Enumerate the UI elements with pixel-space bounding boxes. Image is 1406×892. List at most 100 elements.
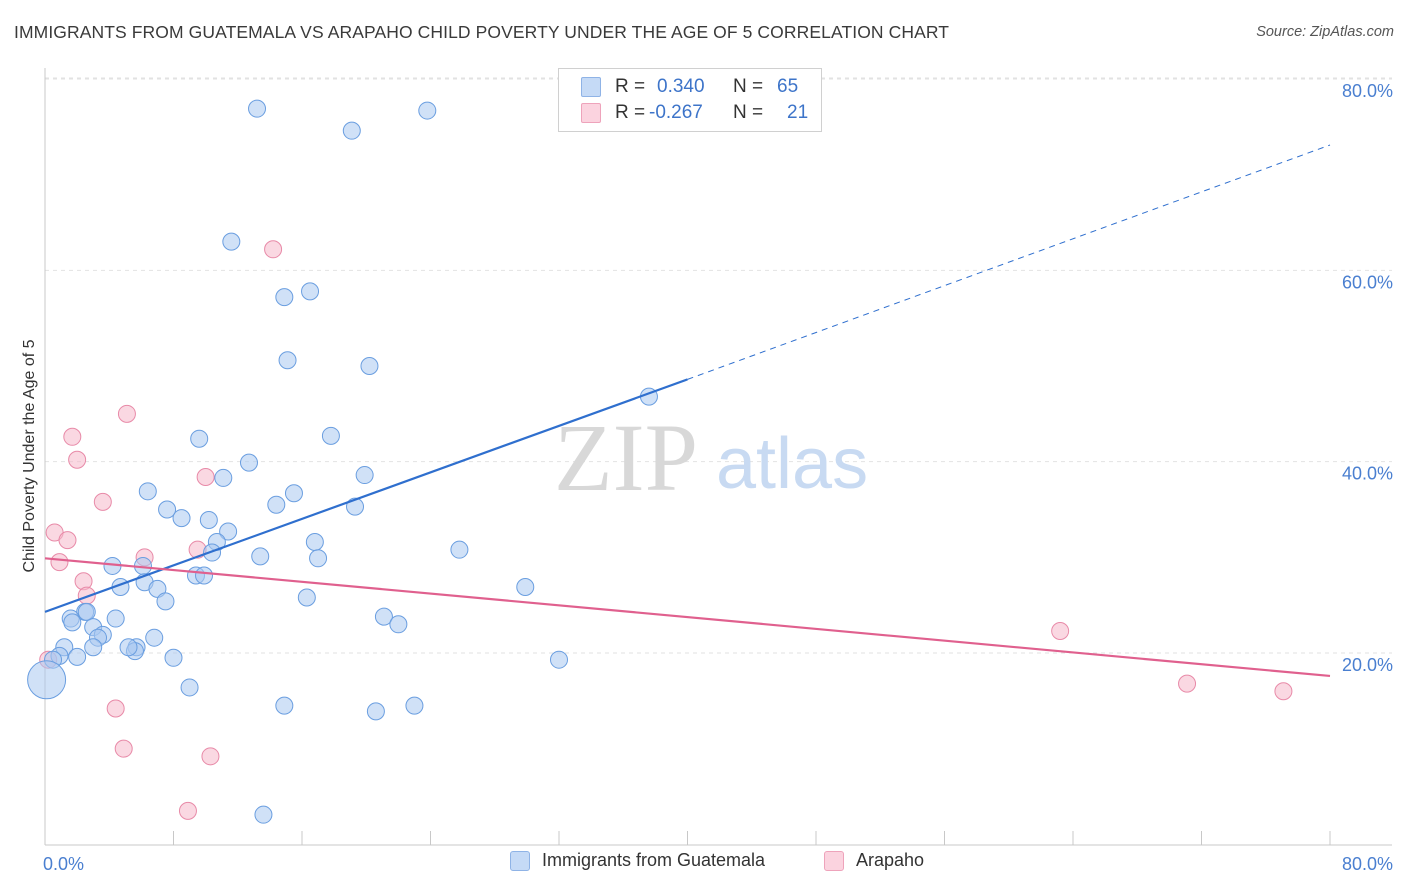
chart-title: IMMIGRANTS FROM GUATEMALA VS ARAPAHO CHI… xyxy=(14,22,950,42)
data-point xyxy=(516,577,535,596)
x-tick-label: 80.0% xyxy=(1342,854,1393,874)
n-label: N = xyxy=(733,76,764,97)
data-point xyxy=(355,466,374,485)
data-point xyxy=(27,660,67,700)
data-point xyxy=(145,628,164,647)
data-point xyxy=(305,533,324,552)
data-point xyxy=(138,482,157,501)
r-value: 0.340 xyxy=(657,76,705,97)
stats-row-arapaho: R = -0.267 N = 21 xyxy=(581,101,808,125)
data-point xyxy=(84,638,103,657)
data-point xyxy=(50,553,69,572)
trend-lines xyxy=(44,144,1331,678)
data-point xyxy=(58,531,77,550)
data-point xyxy=(342,121,361,140)
data-point xyxy=(275,696,294,715)
data-point xyxy=(114,739,133,758)
data-point xyxy=(201,747,220,766)
data-point xyxy=(405,696,424,715)
y-axis-label: Child Poverty Under the Age of 5 xyxy=(21,339,38,572)
trend-line-arapaho xyxy=(44,557,1331,678)
data-point xyxy=(251,547,270,566)
data-point xyxy=(164,648,183,667)
r-label: R = xyxy=(615,102,646,123)
data-point xyxy=(284,484,303,503)
data-point xyxy=(68,647,87,666)
data-point xyxy=(195,566,214,585)
series-legend: Immigrants from Guatemala Arapaho xyxy=(0,850,1406,880)
watermark: ZIP atlas xyxy=(554,404,868,511)
y-tick-label: 20.0% xyxy=(1342,655,1393,675)
n-label: N = xyxy=(733,102,764,123)
stats-row-guatemala: R = 0.340 N = 65 xyxy=(581,75,798,99)
x-tick-label: 0.0% xyxy=(43,854,84,874)
n-value: 65 xyxy=(777,76,799,97)
data-point xyxy=(360,357,379,375)
y-tick-label: 80.0% xyxy=(1342,81,1393,101)
data-point xyxy=(172,509,191,528)
data-point xyxy=(550,650,568,669)
r-value: -0.267 xyxy=(649,102,703,123)
legend-swatch-guatemala xyxy=(510,850,530,871)
gridlines xyxy=(45,77,1392,654)
data-point xyxy=(190,429,209,448)
swatch-arapaho xyxy=(581,103,601,123)
source-credit: Source: ZipAtlas.com xyxy=(1256,24,1394,40)
data-point xyxy=(93,492,112,511)
data-point xyxy=(178,801,197,820)
data-point xyxy=(301,282,320,301)
data-point xyxy=(267,495,286,514)
data-point xyxy=(222,232,241,251)
data-point xyxy=(117,404,136,423)
data-point xyxy=(374,607,393,626)
data-point xyxy=(77,602,96,621)
data-point xyxy=(199,511,218,530)
data-point xyxy=(196,467,215,486)
axes xyxy=(44,68,1392,846)
tick-labels: 20.0% 40.0% 60.0% 80.0% 0.0% 80.0% xyxy=(43,81,1393,874)
data-point xyxy=(278,351,297,370)
data-point xyxy=(63,427,82,446)
data-point xyxy=(248,99,267,118)
y-tick-label: 40.0% xyxy=(1342,464,1393,484)
data-point xyxy=(119,638,138,657)
data-point xyxy=(1051,621,1070,640)
data-point xyxy=(158,500,177,519)
r-label: R = xyxy=(615,76,646,97)
legend-item-guatemala: Immigrants from Guatemala xyxy=(510,850,765,871)
watermark-zip: ZIP xyxy=(554,404,698,511)
data-point xyxy=(68,450,87,469)
data-point xyxy=(180,678,199,697)
n-value: 21 xyxy=(787,102,809,123)
data-point xyxy=(264,240,283,259)
data-point xyxy=(275,288,294,307)
data-point xyxy=(239,453,258,472)
data-point xyxy=(297,588,316,607)
legend-label-arapaho: Arapaho xyxy=(856,850,925,870)
legend-swatch-arapaho xyxy=(824,850,844,871)
data-point xyxy=(1178,674,1197,693)
data-point xyxy=(106,609,125,628)
y-tick-label: 60.0% xyxy=(1342,272,1393,292)
data-point xyxy=(418,101,437,120)
trend-line-guatemala xyxy=(44,378,688,613)
data-point xyxy=(106,699,125,718)
legend-item-arapaho: Arapaho xyxy=(824,850,924,871)
data-point xyxy=(321,426,340,445)
data-point xyxy=(219,522,238,541)
data-point xyxy=(366,702,385,721)
stats-legend: R = 0.340 N = 65 R = -0.267 N = 21 xyxy=(558,68,822,132)
data-point xyxy=(214,468,233,487)
trend-line-guatemala-extension xyxy=(687,144,1331,380)
data-point xyxy=(254,805,273,824)
data-point xyxy=(309,549,328,568)
legend-label-guatemala: Immigrants from Guatemala xyxy=(542,850,766,870)
data-point xyxy=(63,613,82,632)
data-point xyxy=(450,540,469,559)
watermark-atlas: atlas xyxy=(716,424,868,504)
data-point xyxy=(1274,682,1293,701)
data-point xyxy=(156,592,175,611)
data-point xyxy=(389,615,408,634)
swatch-guatemala xyxy=(581,77,601,97)
